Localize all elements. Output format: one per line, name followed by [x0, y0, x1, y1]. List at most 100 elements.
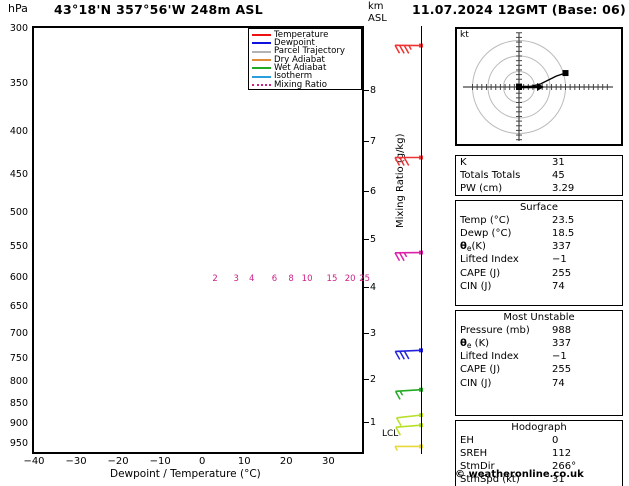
info-row-value: 0	[552, 435, 559, 447]
legend-label: Dewpoint	[274, 38, 315, 49]
hodograph-unit-label: kt	[460, 30, 469, 40]
info-row: StmDir 266°	[456, 460, 622, 473]
legend-label: Wet Adiabat	[274, 63, 327, 74]
info-row: CIN (J) 74	[456, 376, 622, 389]
wind-barbs-canvas	[394, 43, 423, 451]
mixing-ratio-label: 20	[344, 274, 356, 285]
most-unstable-title: Most Unstable	[503, 312, 575, 323]
info-row-value: 31	[552, 157, 565, 169]
temperature-tick-label: −30	[65, 456, 87, 467]
info-row-value: 988	[552, 325, 572, 337]
info-row-key: StmSpd (kt)	[460, 474, 520, 486]
copyright-label: © weatheronline.co.uk	[455, 469, 584, 480]
height-tick-mark	[364, 287, 369, 289]
info-row: CAPE (J) 255	[456, 266, 622, 279]
legend-label: Parcel Trajectory	[274, 46, 345, 57]
info-row: SREH 112	[456, 447, 622, 460]
pressure-tick-label: 450	[9, 168, 28, 180]
info-row: Lifted Index −1	[456, 253, 622, 266]
wind-barb-column	[368, 26, 444, 454]
height-unit-label-asl: ASL	[368, 13, 387, 24]
temperature-tick-label: −20	[107, 456, 129, 467]
pressure-unit-label: hPa	[8, 2, 28, 15]
info-row: Dewp (°C) 18.5	[456, 227, 622, 240]
station-title: 43°18'N 357°56'W 248m ASL	[54, 2, 263, 17]
hodograph-table-title: Hodograph	[511, 422, 567, 433]
info-row-key: Lifted Index	[460, 254, 519, 266]
surface-table-title: Surface	[519, 202, 559, 213]
pressure-tick-label: 400	[9, 126, 28, 138]
temperature-tick-label: 20	[279, 456, 293, 467]
info-row-key: CAPE (J)	[460, 267, 501, 279]
info-row-key: Totals Totals	[460, 170, 521, 182]
height-tick-label: 8	[370, 84, 377, 96]
pressure-tick-label: 300	[9, 23, 28, 34]
pressure-tick-label: 750	[9, 352, 28, 364]
height-tick-mark	[364, 239, 369, 241]
pressure-tick-label: 350	[9, 78, 28, 90]
legend-label: Dry Adiabat	[274, 54, 325, 65]
info-row-key: EH	[460, 435, 474, 447]
info-row: StmSpd (kt) 31	[456, 473, 622, 486]
surface-table: Surface Temp (°C) 23.5 Dewp (°C) 18.5 θe(K) 3…	[455, 200, 623, 306]
pressure-tick-label: 950	[9, 437, 28, 449]
info-row-value: 45	[552, 170, 565, 182]
info-row: K 31	[456, 156, 622, 169]
legend-item-dewpoint: Dewpoint	[252, 39, 359, 47]
info-row-value: 74	[552, 280, 565, 292]
skewt-plot: Temperature Dewpoint Parcel Trajectory Dry …	[32, 26, 364, 454]
info-row: CIN (J) 74	[456, 280, 622, 293]
height-tick-mark	[364, 422, 369, 424]
height-tick-label: 1	[370, 417, 377, 429]
height-tick-mark	[364, 89, 369, 91]
x-axis-title: Dewpoint / Temperature (°C)	[110, 468, 261, 480]
info-row-key: θe(K)	[460, 240, 486, 253]
info-row-value: −1	[552, 351, 567, 363]
height-tick-label: 2	[370, 373, 377, 385]
plot-border	[32, 26, 364, 454]
mixing-ratio-label: 3	[233, 274, 239, 285]
legend-swatch-icon	[252, 83, 271, 86]
chart-legend: Temperature Dewpoint Parcel Trajectory Dry …	[248, 28, 362, 90]
mixing-ratio-label: 25	[359, 274, 371, 285]
info-row-key: CIN (J)	[460, 280, 492, 292]
info-row: CAPE (J) 255	[456, 363, 622, 376]
info-row: θe(K) 337	[456, 240, 622, 253]
info-row-key: CIN (J)	[460, 377, 492, 389]
height-tick-label: 3	[370, 328, 377, 340]
legend-swatch-icon	[252, 67, 271, 70]
info-row-value: 112	[552, 448, 572, 460]
height-tick-label: 4	[370, 282, 377, 294]
pressure-tick-label: 850	[9, 397, 28, 409]
height-tick-label: 6	[370, 186, 377, 198]
pressure-tick-label: 600	[9, 272, 28, 284]
height-tick-label: 7	[370, 136, 377, 148]
info-row: Lifted Index −1	[456, 350, 622, 363]
legend-swatch-icon	[252, 34, 271, 37]
pressure-tick-label: 650	[9, 301, 28, 313]
pressure-tick-label: 900	[9, 418, 28, 430]
height-tick-mark	[364, 191, 369, 193]
hodograph-panel: kt	[455, 27, 623, 146]
info-row-key: Pressure (mb)	[460, 325, 530, 337]
info-row-key: SREH	[460, 448, 488, 460]
hodograph-canvas	[463, 32, 613, 141]
height-tick-label: 5	[370, 234, 377, 246]
legend-label: Mixing Ratio	[274, 79, 327, 90]
legend-swatch-icon	[252, 75, 271, 78]
info-row-value: −1	[552, 254, 567, 266]
legend-swatch-icon	[252, 59, 271, 62]
info-row-key: PW (cm)	[460, 183, 503, 195]
info-row: θe (K) 337	[456, 337, 622, 350]
lcl-label: LCL	[382, 429, 399, 439]
most-unstable-table: Most Unstable Pressure (mb) 988 θe (K) 337 L…	[455, 310, 623, 416]
legend-item-mixing-ratio: Mixing Ratio	[252, 81, 359, 89]
info-row-value: 31	[552, 474, 565, 486]
info-row-key: Lifted Index	[460, 351, 519, 363]
mixing-ratio-label: 4	[249, 274, 255, 285]
info-row: EH 0	[456, 434, 622, 447]
info-row: Pressure (mb) 988	[456, 324, 622, 337]
temperature-tick-label: 30	[321, 456, 335, 467]
info-row: Temp (°C) 23.5	[456, 214, 622, 227]
